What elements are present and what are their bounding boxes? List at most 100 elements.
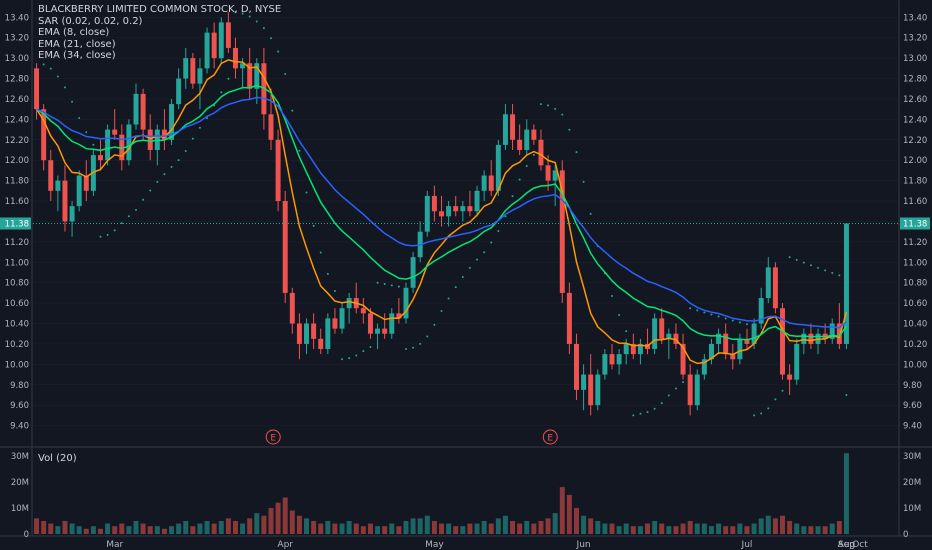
candle-body: [62, 180, 68, 222]
volume-tick-left: 0: [24, 530, 29, 540]
volume-bar: [566, 494, 572, 534]
candle-body: [623, 343, 629, 355]
sar-dot: [447, 297, 450, 300]
volume-bar: [417, 518, 423, 534]
earnings-marker: [265, 429, 281, 445]
last-price-badge-right: [900, 217, 930, 230]
volume-bar: [744, 526, 750, 534]
candle-body: [211, 32, 217, 59]
price-tick-left: 12.40: [5, 115, 29, 125]
candle-body: [389, 313, 395, 334]
sar-dot: [490, 241, 493, 244]
sar-dot: [305, 191, 308, 194]
volume-bar: [538, 520, 544, 534]
sar-dot: [731, 319, 734, 322]
candle-body: [48, 160, 54, 191]
sar-dot: [440, 309, 443, 312]
volume-bar: [211, 523, 217, 534]
sar-dot: [291, 109, 294, 112]
price-tick-right: 9.40: [903, 422, 922, 432]
sar-dot: [845, 393, 848, 396]
volume-bar: [169, 526, 175, 534]
sar-dot: [170, 165, 173, 168]
sar-dot: [120, 222, 123, 225]
price-tick-right: 11.60: [903, 197, 927, 207]
chart-legend: BLACKBERRY LIMITED COMMON STOCK, D, NYSE…: [38, 4, 281, 62]
price-tick-right: 10.00: [903, 360, 927, 370]
sar-dot: [156, 180, 159, 183]
sar-dot: [348, 357, 351, 360]
volume-bar: [69, 523, 75, 534]
volume-bar: [510, 520, 516, 534]
sar-dot: [539, 103, 542, 106]
price-tick-right: 12.00: [903, 156, 927, 166]
price-tick-left: 10.80: [5, 279, 29, 289]
volume-bar: [190, 526, 196, 534]
volume-tick-left: 30M: [11, 452, 29, 462]
volume-bar: [694, 523, 700, 534]
volume-bar: [140, 523, 146, 534]
volume-bar: [517, 523, 523, 534]
sar-dot: [497, 229, 500, 232]
candle-body: [673, 333, 679, 344]
volume-bar: [488, 523, 494, 534]
volume-bar: [204, 520, 210, 534]
candle-body: [197, 68, 203, 84]
sar-dot: [63, 86, 66, 89]
last-price-badge-left: [0, 217, 31, 230]
candle-body: [772, 267, 778, 309]
sar-dot: [269, 37, 272, 40]
candle-body: [161, 129, 167, 140]
sar-dot: [284, 72, 287, 75]
sar-dot: [554, 107, 557, 110]
candle-body: [573, 343, 579, 390]
candle-body: [723, 333, 729, 355]
volume-bar: [403, 520, 409, 534]
volume-bar: [161, 528, 167, 534]
volume-bar: [645, 523, 651, 534]
candle-body: [83, 175, 89, 191]
candle-body: [751, 323, 757, 344]
volume-bar: [588, 518, 594, 534]
candle-body: [183, 58, 189, 79]
volume-bar: [346, 520, 352, 534]
volume-bar: [55, 526, 61, 534]
candle-body: [481, 175, 487, 191]
candle-body: [801, 333, 807, 344]
candle-body: [765, 267, 771, 298]
candle-body: [147, 129, 153, 150]
sar-dot: [142, 198, 145, 201]
candle-body: [545, 165, 551, 181]
volume-bar: [154, 526, 160, 534]
sar-dot: [611, 294, 614, 297]
volume-bar: [431, 520, 437, 534]
volume-bar: [609, 523, 615, 534]
candle-body: [225, 22, 231, 48]
volume-bar: [48, 523, 54, 534]
sar-dot: [241, 12, 244, 15]
volume-bar: [247, 518, 253, 534]
sar-dot: [696, 309, 699, 312]
sar-dot: [326, 272, 329, 275]
sar-dot: [163, 173, 166, 176]
volume-bar: [765, 515, 771, 534]
candle-body: [502, 114, 508, 145]
volume-bar: [637, 526, 643, 534]
ema34-line: [36, 96, 847, 329]
volume-bar: [758, 518, 764, 534]
x-tick-label: Sep: [838, 540, 855, 550]
volume-bar: [296, 515, 302, 534]
volume-bar: [822, 526, 828, 534]
volume-bar: [311, 520, 317, 534]
candle-body: [446, 206, 452, 217]
sar-dot: [689, 307, 692, 310]
sar-dot: [56, 75, 59, 78]
sar-dot: [724, 317, 727, 320]
candle-body: [453, 206, 459, 212]
volume-bar: [460, 526, 466, 534]
sar-dot: [575, 151, 578, 154]
volume-bar: [772, 518, 778, 534]
sar-dot: [234, 11, 237, 14]
